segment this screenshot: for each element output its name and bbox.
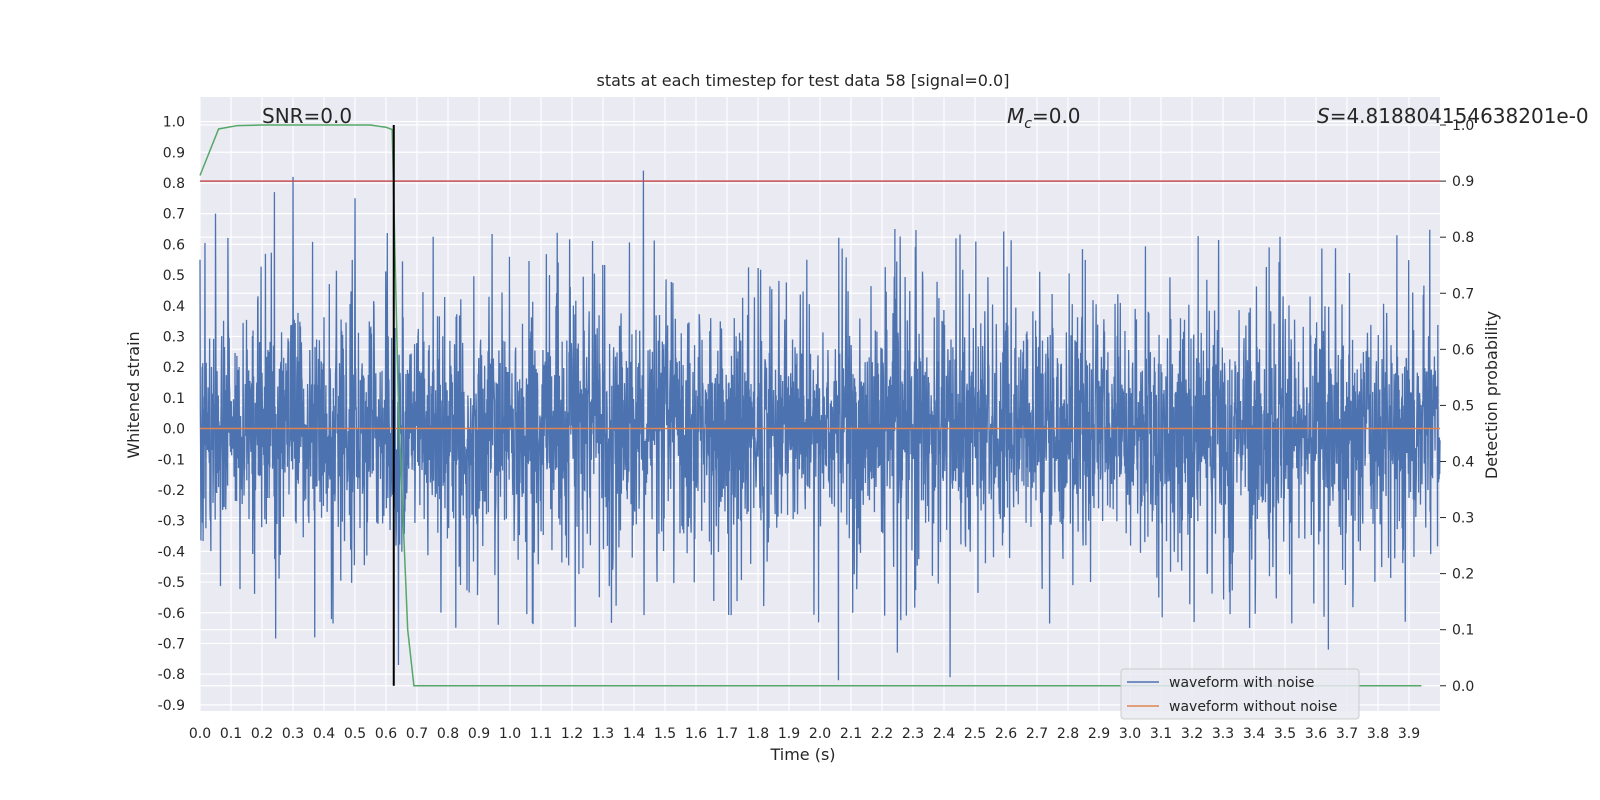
x-axis-label: Time (s) [769,745,835,764]
legend-label-clean: waveform without noise [1169,699,1337,715]
x-tick-label: 1.4 [623,726,645,742]
y-tick-label: 0.1 [163,391,185,407]
x-tick-label: 3.3 [1212,726,1234,742]
y-tick-label: 0.6 [163,237,185,253]
x-tick-label: 1.5 [654,726,676,742]
x-tick-label: 1.1 [530,726,552,742]
x-tick-label: 2.9 [1088,726,1110,742]
x-tick-label: 3.4 [1243,726,1265,742]
x-tick-label: 3.1 [1150,726,1172,742]
y-tick-label: 0.4 [163,299,185,315]
x-tick-label: 0.0 [189,726,211,742]
x-tick-label: 1.3 [592,726,614,742]
x-tick-label: 2.2 [871,726,893,742]
s-symbol: S [1317,104,1330,128]
x-tick-label: 0.8 [437,726,459,742]
series-detection-probability [199,124,1422,687]
y2-tick-label: 0.0 [1452,679,1474,695]
y2-tick-label: 1.0 [1452,118,1474,134]
y2-tick-label: 0.1 [1452,623,1474,639]
chart-title: stats at each timestep for test data 58 … [597,71,1010,90]
y-tick-label: 0.9 [163,145,185,161]
x-tick-label: 3.8 [1367,726,1389,742]
y-tick-label: -0.2 [158,483,185,499]
y-tick-label: -0.4 [158,544,185,560]
y-tick-label: 0.3 [163,329,185,345]
x-axis-ticks: 0.0 0.1 0.2 0.3 0.4 0.5 0.6 0.7 0.8 0.9 1.0 1.1 1.2 1… [189,726,1420,742]
legend-box [1120,668,1360,720]
series-waveform-with-noise [199,170,1441,681]
x-tick-label: 2.8 [1057,726,1079,742]
x-tick-label: 0.7 [406,726,428,742]
x-tick-label: 3.7 [1336,726,1358,742]
x-tick-label: 1.6 [685,726,707,742]
y-tick-label: 0.8 [163,176,185,192]
y2-tick-label: 0.2 [1452,567,1474,583]
x-tick-label: 2.6 [995,726,1017,742]
x-tick-label: 1.0 [499,726,521,742]
x-tick-label: 0.4 [313,726,335,742]
y2-tick-label: 0.7 [1452,286,1474,302]
y-tick-label: -0.1 [158,452,185,468]
mc-subscript: c [1024,116,1032,132]
y2-axis-ticks: 1.0 0.9 0.8 0.7 0.6 0.5 0.4 0.3 0.2 0.1 0.0 [1440,118,1474,695]
x-tick-label: 3.5 [1274,726,1296,742]
x-tick-label: 3.6 [1305,726,1327,742]
y2-tick-label: 0.6 [1452,342,1474,358]
x-tick-label: 2.4 [933,726,955,742]
x-tick-label: 0.9 [468,726,490,742]
y-tick-label: 0.2 [163,360,185,376]
y-tick-label: -0.9 [158,698,185,714]
x-tick-label: 1.9 [778,726,800,742]
s-annotation: S=4.818804154638201e-0 [1317,104,1589,128]
y2-tick-label: 0.9 [1452,174,1474,190]
y2-tick-label: 0.4 [1452,454,1474,470]
legend-label-noise: waveform with noise [1169,675,1314,691]
y-tick-label: -0.5 [158,575,185,591]
x-tick-label: 2.0 [809,726,831,742]
series-layer [199,124,1441,687]
x-tick-label: 0.3 [282,726,304,742]
x-tick-label: 1.8 [747,726,769,742]
x-tick-label: 2.3 [902,726,924,742]
x-tick-label: 2.1 [840,726,862,742]
mc-symbol: M [1007,104,1024,128]
x-tick-label: 3.2 [1181,726,1203,742]
y2-tick-label: 0.8 [1452,230,1474,246]
mc-annotation: Mc=0.0 [1007,104,1081,132]
y-tick-label: -0.7 [158,636,185,652]
x-tick-label: 0.2 [251,726,273,742]
y2-tick-label: 0.5 [1452,398,1474,414]
y-tick-label: 0.5 [163,268,185,284]
y-tick-label: -0.3 [158,514,185,530]
y-tick-label: -0.6 [158,606,185,622]
snr-annotation: SNR=0.0 [262,104,352,128]
x-tick-label: 0.5 [344,726,366,742]
x-tick-label: 1.2 [561,726,583,742]
y-axis-label: Whitened strain [124,331,143,458]
x-tick-label: 0.6 [375,726,397,742]
y-tick-label: 0.7 [163,207,185,223]
y-tick-label: 0.0 [163,422,185,438]
y2-tick-label: 0.3 [1452,511,1474,527]
x-tick-label: 3.9 [1398,726,1420,742]
y-tick-label: 1.0 [163,115,185,131]
y-axis-ticks: 1.0 0.9 0.8 0.7 0.6 0.5 0.4 0.3 0.2 0.1 0.0 -0.1 -0.… [158,115,185,714]
x-tick-label: 2.5 [964,726,986,742]
y-tick-label: -0.8 [158,667,185,683]
mc-value: =0.0 [1032,104,1081,128]
x-tick-label: 0.1 [220,726,242,742]
y2-axis-label: Detection probability [1482,311,1501,479]
x-tick-label: 1.7 [716,726,738,742]
legend: waveform with noise waveform without noi… [1120,668,1360,720]
s-value: =4.818804154638201e-0 [1330,104,1589,128]
x-tick-label: 3.0 [1119,726,1141,742]
x-tick-label: 2.7 [1026,726,1048,742]
